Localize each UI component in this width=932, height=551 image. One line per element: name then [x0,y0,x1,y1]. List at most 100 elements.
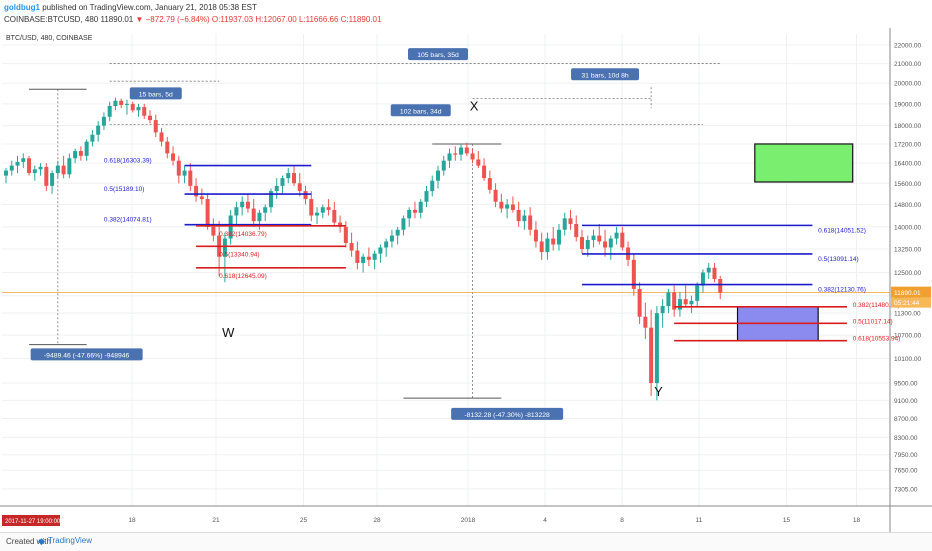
candle-body [695,285,700,301]
candle [159,127,164,147]
candle [32,165,37,181]
candle-body [159,132,164,142]
start-date-label: 2017-11-27 19:00:00 [5,519,61,525]
candle-body [245,201,250,209]
candle [142,103,147,119]
candle [401,215,406,236]
candle [718,275,723,300]
measure-label: -9489.46 (-47.66%) -948946 [44,352,130,359]
y-tick-label: 14800.00 [894,202,921,209]
candle-body [378,247,383,254]
candle-body [476,159,481,166]
measure-label: 31 bars, 10d 8h [581,72,628,79]
candle [240,196,245,216]
footer-bar: Created with ◆ TradingView [0,532,932,551]
measure-label-bg [390,104,451,117]
candle-body [533,229,538,242]
candle-body [441,160,446,171]
candle-body [315,212,320,216]
candle-body [332,209,337,223]
fib-label: 0.618(14051.52) [818,227,866,234]
candle-body [516,209,521,222]
candle-body [55,165,60,174]
candle-body [78,151,83,156]
candle [568,209,573,230]
candle-body [199,196,204,200]
y-tick-label: 19000.00 [894,101,921,108]
candle-body [597,235,602,242]
candle-body [614,232,619,239]
candle-body [44,166,49,186]
candle-body [136,107,141,111]
candle-body [580,237,584,250]
candle-body [268,191,273,208]
y-tick-label: 9500.00 [894,381,918,388]
candle-body [672,292,677,310]
wave-label-x: X [470,98,479,113]
candle-body [436,170,440,181]
candle [27,155,32,176]
fib-label: 0.382(11480.35) [853,302,900,309]
candle [562,212,567,236]
candle [234,201,239,224]
tradingview-brand[interactable]: TradingView [48,536,93,545]
x-tick-label: 21 [212,517,220,524]
candle [44,163,49,192]
candle-body [700,272,705,286]
candle [580,229,584,254]
candle-body [459,147,464,155]
candle-body [90,134,95,142]
candle-body [205,199,210,227]
candle-body [176,160,181,176]
candle-body [510,204,515,210]
candle [153,114,158,137]
candle [148,110,152,124]
candle-body [50,173,55,186]
candle [349,232,354,257]
candle-body [113,100,118,107]
candle-body [482,165,487,179]
candle-body [689,300,694,305]
candle-body [556,229,561,245]
candle [119,98,124,109]
y-tick-label: 14000.00 [894,224,921,231]
candle [90,130,95,147]
author-link[interactable]: goldbug1 [4,3,40,12]
x-tick-label: 18 [128,517,136,524]
candle-body [188,170,193,186]
ohlc-item: ▼ −872.79 (−6.84%) [135,15,212,24]
candle-body [545,238,550,253]
candle [643,302,648,339]
wave-label-y: Y [654,384,663,399]
candle-body [343,226,348,243]
candle-body [297,183,302,192]
candle [476,151,481,169]
candle [372,250,377,270]
candle [182,165,187,184]
candle [384,238,389,257]
measure-label: 102 bars, 34d [400,108,442,115]
fib-label: 0.5(13091.14) [818,256,858,263]
candle [211,218,216,242]
candle [436,165,440,189]
chart-area[interactable]: BTC/USD, 480, COINBASE 22000.00 21000.00 20… [0,28,932,532]
price-chart[interactable]: BTC/USD, 480, COINBASE 22000.00 21000.00 20… [0,28,932,532]
candle-body [119,100,124,105]
x-tick-label: 28 [373,517,381,524]
x-tick-label: 8 [620,517,624,524]
candle [499,193,504,213]
candle-body [505,204,510,209]
x-tick-label: 11 [696,517,703,524]
candle-body [384,241,389,248]
candle [338,215,343,233]
candle-body [706,267,711,273]
y-tick-label: 10700.00 [894,333,921,340]
candle [96,121,101,142]
x-tick-label: 15 [783,517,791,524]
candle-body [292,173,296,184]
candle-body [171,153,176,161]
candle-body [251,208,256,222]
candle-body [211,226,216,236]
y-tick-label: 16400.00 [894,161,921,168]
tradingview-logo-icon: ◆ [38,536,45,546]
